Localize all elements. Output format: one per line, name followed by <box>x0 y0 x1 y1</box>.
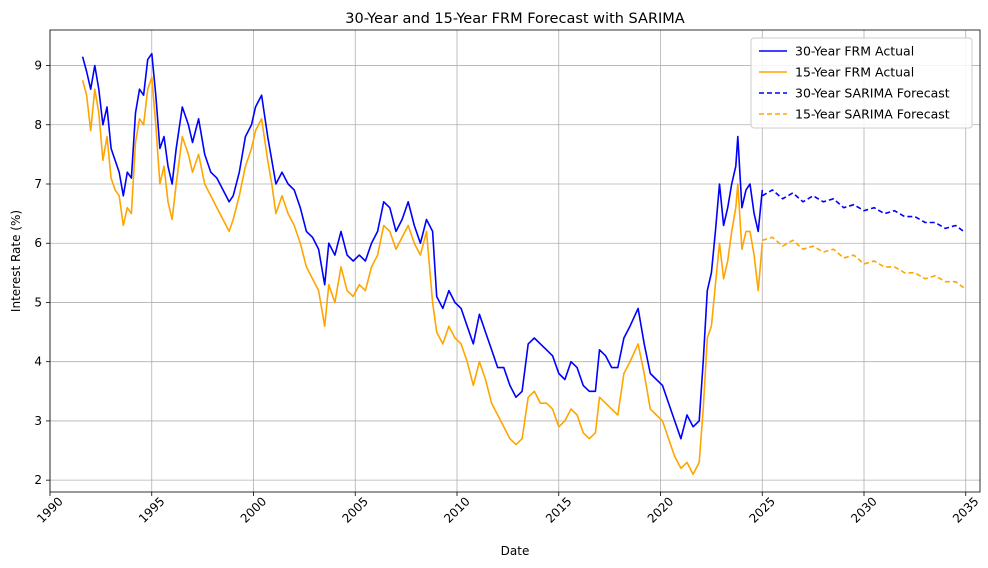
x-axis-title: Date <box>501 544 530 558</box>
legend-label: 30-Year FRM Actual <box>795 44 914 59</box>
chart-title: 30-Year and 15-Year FRM Forecast with SA… <box>345 11 685 27</box>
series-line-3 <box>761 189 965 233</box>
y-axis-title: Interest Rate (%) <box>9 210 23 312</box>
y-tick-label: 3 <box>34 414 42 428</box>
y-tick-label: 9 <box>34 59 42 73</box>
plot-frame <box>49 29 981 493</box>
y-tick-label: 8 <box>34 118 42 132</box>
series-group <box>81 52 965 476</box>
y-tick-label: 5 <box>34 295 42 309</box>
y-tick-label: 7 <box>34 177 42 191</box>
y-tick-label: 6 <box>34 236 42 250</box>
y-axis: 2 3 4 5 6 7 8 9 <box>34 59 50 487</box>
y-tick-label: 2 <box>34 473 42 487</box>
series-line-2 <box>81 76 764 476</box>
legend-label: 30-Year SARIMA Forecast <box>795 86 950 101</box>
y-tick-label: 4 <box>34 355 42 369</box>
series-line-4 <box>762 236 965 289</box>
legend-label: 15-Year FRM Actual <box>795 65 914 80</box>
legend-box <box>750 37 973 129</box>
legend: 30-Year FRM Actual 15-Year FRM Actual 30-Y… <box>750 37 973 129</box>
series-line-1 <box>81 52 764 440</box>
legend-label: 15-Year SARIMA Forecast <box>795 107 950 122</box>
